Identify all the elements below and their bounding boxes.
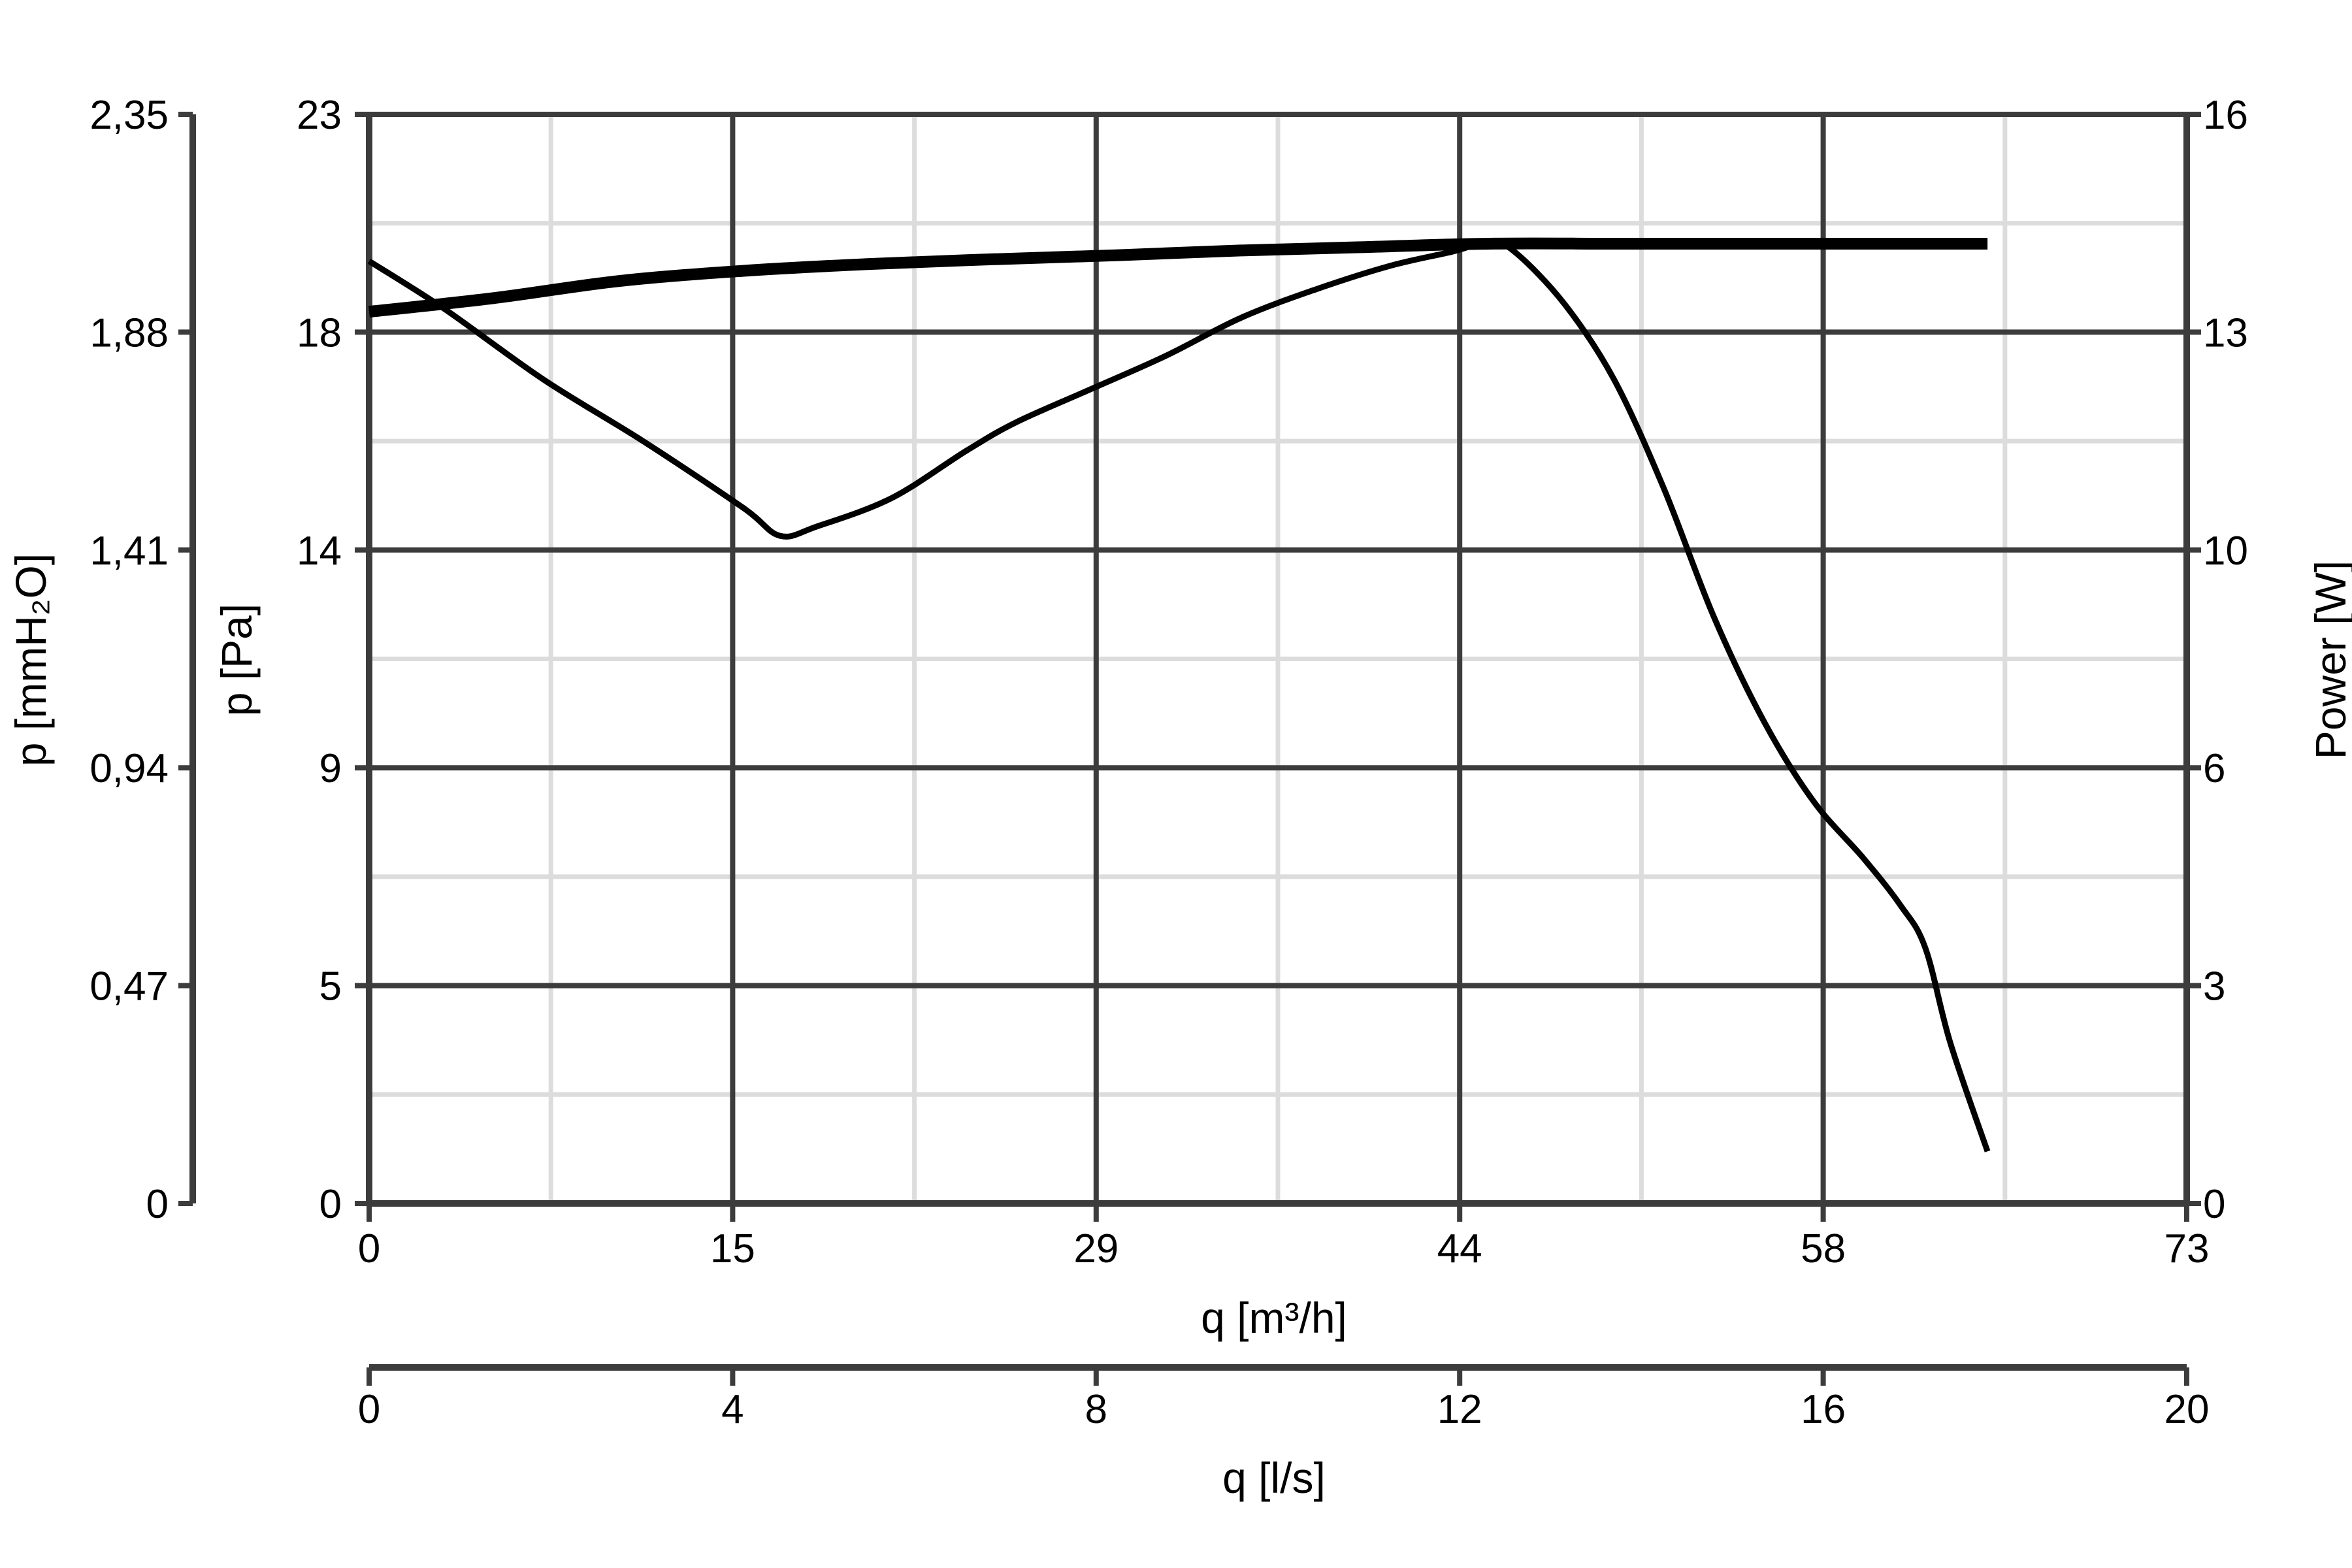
y-tick-label-pa: 9	[319, 746, 342, 791]
minor-grid	[369, 114, 2187, 1203]
x-tick-label-ls: 12	[1437, 1387, 1482, 1432]
x-axis-title-m3h: q [m³/h]	[1201, 1294, 1347, 1342]
x-axis-title-ls: q [l/s]	[1222, 1454, 1326, 1502]
y-tick-label-mmh2o: 2,35	[90, 93, 169, 138]
y-tick-label-power: 0	[2203, 1182, 2225, 1227]
pressure-curve	[367, 239, 1991, 1152]
y-tick-label-pa: 18	[297, 310, 342, 355]
y-tick-label-power: 13	[2203, 310, 2248, 355]
y-tick-label-power: 10	[2203, 529, 2248, 574]
x-tick-label-m3h: 73	[2164, 1226, 2210, 1271]
x-tick-label-ls: 20	[2164, 1387, 2210, 1432]
y-tick-label-mmh2o: 0,94	[90, 746, 169, 791]
y-axis-title-power: Power [W]	[2306, 561, 2352, 759]
x-tick-label-m3h: 29	[1073, 1226, 1119, 1271]
y-axis-title-mmh2o: p [mmH₂O]	[7, 553, 55, 766]
x-tick-label-ls: 0	[358, 1387, 380, 1432]
x-tick-label-ls: 4	[721, 1387, 743, 1432]
y-tick-label-mmh2o: 1,41	[90, 529, 169, 574]
x-tick-label-ls: 16	[1801, 1387, 1846, 1432]
x-tick-label-m3h: 44	[1437, 1226, 1482, 1271]
y-tick-label-pa: 0	[319, 1182, 342, 1227]
y-tick-label-power: 6	[2203, 746, 2225, 791]
y-tick-label-mmh2o: 1,88	[90, 310, 169, 355]
series	[367, 237, 1991, 1152]
x-tick-label-m3h: 15	[710, 1226, 755, 1271]
y-tick-label-pa: 14	[297, 529, 342, 574]
y-tick-label-power: 3	[2203, 964, 2225, 1009]
y-tick-label-power: 16	[2203, 93, 2248, 138]
y-tick-label-mmh2o: 0	[146, 1182, 169, 1227]
y-tick-label-mmh2o: 0,47	[90, 964, 169, 1009]
x-tick-label-m3h: 0	[358, 1226, 380, 1271]
y-tick-label-pa: 5	[319, 964, 342, 1009]
y-axis-title-pa: p [Pa]	[212, 604, 261, 716]
tick-labels: 0 15 29 44 58 730 4 8 12 16 2005914182300,470,941,…	[90, 93, 2248, 1432]
power-curve	[368, 237, 1988, 318]
x-tick-label-m3h: 58	[1801, 1226, 1846, 1271]
y-tick-label-pa: 23	[297, 93, 342, 138]
axes	[178, 112, 2201, 1386]
x-tick-label-ls: 8	[1085, 1387, 1107, 1432]
